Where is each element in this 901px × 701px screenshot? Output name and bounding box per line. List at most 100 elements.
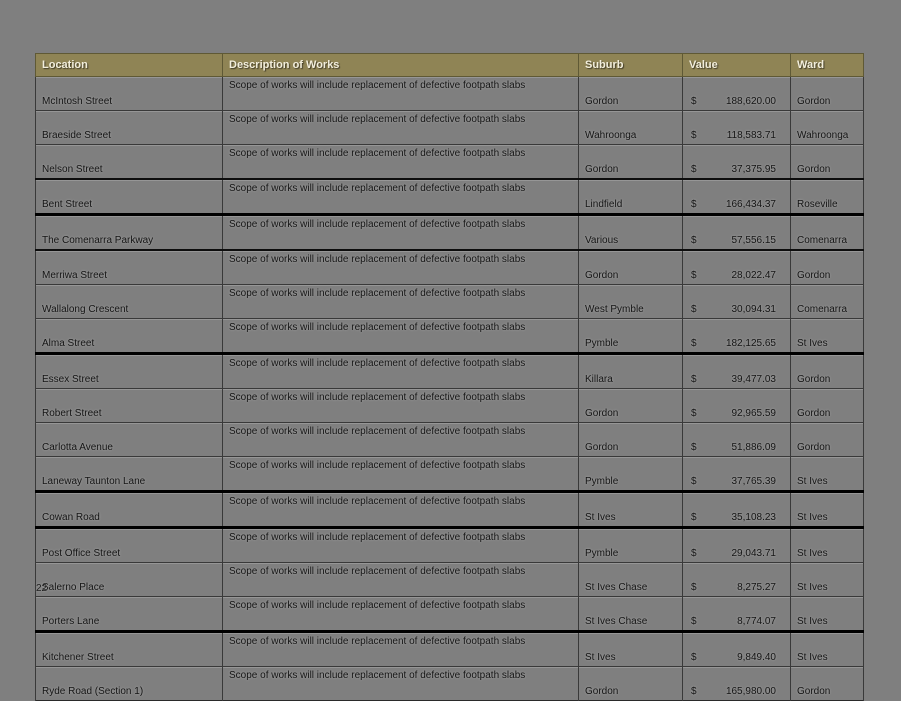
description-cell: Scope of works will include replacement … xyxy=(222,456,579,493)
suburb-cell: Gordon xyxy=(578,666,683,701)
table-row: Cowan Road Scope of works will include re… xyxy=(35,491,864,529)
value-cell: $182,125.65 xyxy=(682,318,791,355)
value-amount: 30,094.31 xyxy=(731,304,777,315)
description-text: Scope of works will include replacement … xyxy=(229,566,526,577)
ward-cell: Gordon xyxy=(790,422,864,457)
ward-cell: Comenarra xyxy=(790,284,864,319)
suburb-cell: Wahroonga xyxy=(578,110,683,145)
value-cell: $166,434.37 xyxy=(682,178,791,216)
location-cell: Carlotta Avenue xyxy=(35,422,223,457)
suburb-cell: West Pymble xyxy=(578,284,683,319)
description-text: Scope of works will include replacement … xyxy=(229,496,526,507)
location-cell: Bent Street xyxy=(35,178,223,216)
currency-symbol: $ xyxy=(691,304,697,315)
description-cell: Scope of works will include replacement … xyxy=(222,422,579,457)
value-amount: 182,125.65 xyxy=(725,338,776,349)
description-text: Scope of works will include replacement … xyxy=(229,219,526,230)
currency-symbol: $ xyxy=(691,96,697,107)
location-cell: Merriwa Street xyxy=(35,249,223,285)
description-text: Scope of works will include replacement … xyxy=(229,670,526,681)
description-text: Scope of works will include replacement … xyxy=(229,80,526,91)
column-header-1: Description of Works xyxy=(222,53,579,77)
value-cell: $8,275.27 xyxy=(682,562,791,597)
table-row: McIntosh Street Scope of works will inclu… xyxy=(35,76,864,111)
value-amount: 29,043.71 xyxy=(731,548,777,559)
table-row: Laneway Taunton Lane Scope of works will … xyxy=(35,456,864,493)
value-cell: $8,774.07 xyxy=(682,596,791,633)
suburb-cell: Pymble xyxy=(578,456,683,493)
value-cell: $118,583.71 xyxy=(682,110,791,145)
description-text: Scope of works will include replacement … xyxy=(229,254,526,265)
description-text: Scope of works will include replacement … xyxy=(229,322,526,333)
table-row: Bent Street Scope of works will include r… xyxy=(35,178,864,216)
suburb-cell: Lindfield xyxy=(578,178,683,216)
suburb-cell: St Ives Chase xyxy=(578,562,683,597)
currency-symbol: $ xyxy=(691,270,697,281)
ward-cell: St Ives xyxy=(790,456,864,493)
suburb-cell: Gordon xyxy=(578,388,683,423)
description-cell: Scope of works will include replacement … xyxy=(222,353,579,389)
column-header-3: Value xyxy=(682,53,791,77)
currency-symbol: $ xyxy=(691,408,697,419)
location-cell: Post Office Street xyxy=(35,527,223,563)
value-amount: 35,108.23 xyxy=(731,512,777,523)
value-cell: $29,043.71 xyxy=(682,527,791,563)
description-cell: Scope of works will include replacement … xyxy=(222,110,579,145)
table-row: Carlotta Avenue Scope of works will inclu… xyxy=(35,422,864,457)
description-cell: Scope of works will include replacement … xyxy=(222,596,579,633)
suburb-cell: Gordon xyxy=(578,76,683,111)
table-row: Post Office Street Scope of works will in… xyxy=(35,527,864,563)
description-cell: Scope of works will include replacement … xyxy=(222,249,579,285)
value-amount: 8,275.27 xyxy=(737,582,776,593)
ward-cell: Gordon xyxy=(790,249,864,285)
location-cell: Laneway Taunton Lane xyxy=(35,456,223,493)
value-amount: 166,434.37 xyxy=(725,199,776,210)
currency-symbol: $ xyxy=(691,512,697,523)
description-text: Scope of works will include replacement … xyxy=(229,532,526,543)
value-amount: 165,980.00 xyxy=(725,686,776,697)
description-text: Scope of works will include replacement … xyxy=(229,600,526,611)
location-cell: Salerno Place xyxy=(35,562,223,597)
value-cell: $165,980.00 xyxy=(682,666,791,701)
value-cell: $37,375.95 xyxy=(682,144,791,180)
table-header-row: Location Description of Works Suburb Value W… xyxy=(35,53,864,77)
table-row: Porters Lane Scope of works will include … xyxy=(35,596,864,633)
currency-symbol: $ xyxy=(691,652,697,663)
suburb-cell: St Ives Chase xyxy=(578,596,683,633)
currency-symbol: $ xyxy=(691,548,697,559)
description-cell: Scope of works will include replacement … xyxy=(222,562,579,597)
location-cell: Essex Street xyxy=(35,353,223,389)
value-cell: $188,620.00 xyxy=(682,76,791,111)
currency-symbol: $ xyxy=(691,374,697,385)
column-header-0: Location xyxy=(35,53,223,77)
suburb-cell: Pymble xyxy=(578,527,683,563)
document-page: Location Description of Works Suburb Value W… xyxy=(35,53,864,701)
currency-symbol: $ xyxy=(691,442,697,453)
footpath-works-table: Location Description of Works Suburb Value W… xyxy=(35,53,864,701)
ward-cell: St Ives xyxy=(790,596,864,633)
value-amount: 28,022.47 xyxy=(731,270,777,281)
value-amount: 9,849.40 xyxy=(737,652,776,663)
value-cell: $39,477.03 xyxy=(682,353,791,389)
ward-cell: Gordon xyxy=(790,76,864,111)
suburb-cell: Pymble xyxy=(578,318,683,355)
suburb-cell: Gordon xyxy=(578,249,683,285)
description-cell: Scope of works will include replacement … xyxy=(222,318,579,355)
table-row: The Comenarra Parkway Scope of works will… xyxy=(35,214,864,251)
description-cell: Scope of works will include replacement … xyxy=(222,76,579,111)
table-row: Alma Street Scope of works will include r… xyxy=(35,318,864,355)
value-amount: 118,583.71 xyxy=(726,130,776,141)
value-amount: 57,556.15 xyxy=(731,235,777,246)
location-cell: Nelson Street xyxy=(35,144,223,180)
value-amount: 39,477.03 xyxy=(731,374,777,385)
description-cell: Scope of works will include replacement … xyxy=(222,178,579,216)
location-cell: Robert Street xyxy=(35,388,223,423)
value-cell: $37,765.39 xyxy=(682,456,791,493)
description-text: Scope of works will include replacement … xyxy=(229,392,526,403)
description-text: Scope of works will include replacement … xyxy=(229,183,526,194)
value-amount: 8,774.07 xyxy=(737,616,776,627)
value-amount: 188,620.00 xyxy=(725,96,776,107)
location-cell: Ryde Road (Section 1) xyxy=(35,666,223,701)
value-cell: $35,108.23 xyxy=(682,491,791,529)
suburb-cell: St Ives xyxy=(578,491,683,529)
